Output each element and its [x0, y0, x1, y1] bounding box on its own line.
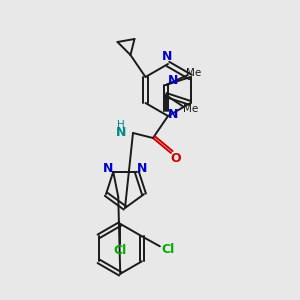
Text: N: N [116, 127, 126, 140]
Text: N: N [103, 162, 113, 175]
Text: Cl: Cl [161, 243, 175, 256]
Text: O: O [171, 152, 181, 164]
Text: Me: Me [183, 104, 198, 114]
Text: Cl: Cl [114, 244, 127, 257]
Text: H: H [117, 120, 125, 130]
Text: N: N [136, 162, 147, 175]
Text: N: N [168, 107, 178, 121]
Text: Me: Me [186, 68, 201, 78]
Text: N: N [168, 74, 178, 86]
Text: N: N [162, 50, 172, 62]
